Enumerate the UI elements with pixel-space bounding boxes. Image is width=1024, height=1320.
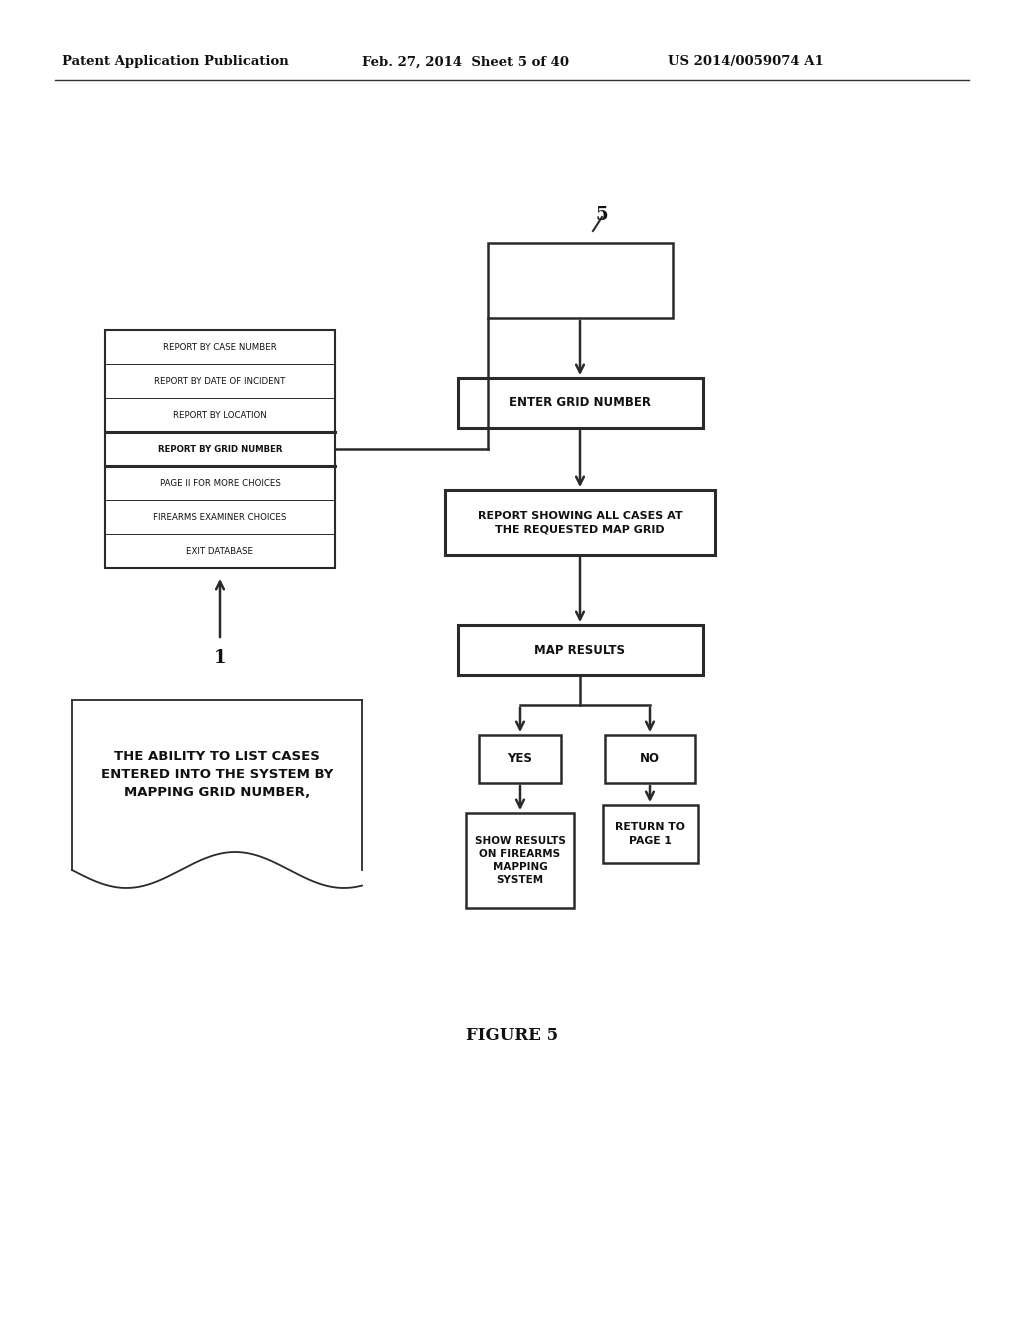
Text: REPORT BY GRID NUMBER: REPORT BY GRID NUMBER: [158, 445, 283, 454]
Bar: [466, 813, 574, 908]
Text: YES: YES: [508, 752, 532, 766]
Text: REPORT SHOWING ALL CASES AT
THE REQUESTED MAP GRID: REPORT SHOWING ALL CASES AT THE REQUESTE…: [477, 511, 682, 535]
Text: US 2014/0059074 A1: US 2014/0059074 A1: [668, 55, 823, 69]
Bar: [458, 624, 702, 675]
Bar: [602, 805, 697, 863]
Text: NO: NO: [640, 752, 660, 766]
Text: 1: 1: [214, 649, 226, 667]
Text: FIGURE 5: FIGURE 5: [466, 1027, 558, 1044]
Bar: [605, 735, 695, 783]
Text: EXIT DATABASE: EXIT DATABASE: [186, 546, 254, 556]
Text: RETURN TO
PAGE 1: RETURN TO PAGE 1: [615, 822, 685, 846]
Bar: [445, 490, 715, 554]
Text: REPORT BY LOCATION: REPORT BY LOCATION: [173, 411, 267, 420]
Text: 5: 5: [596, 206, 608, 224]
Text: THE ABILITY TO LIST CASES
ENTERED INTO THE SYSTEM BY
MAPPING GRID NUMBER,: THE ABILITY TO LIST CASES ENTERED INTO T…: [100, 751, 333, 800]
Text: PAGE II FOR MORE CHOICES: PAGE II FOR MORE CHOICES: [160, 479, 281, 487]
Text: Feb. 27, 2014  Sheet 5 of 40: Feb. 27, 2014 Sheet 5 of 40: [362, 55, 569, 69]
Bar: [479, 735, 561, 783]
Text: MAP RESULTS: MAP RESULTS: [535, 644, 626, 656]
Text: ENTER GRID NUMBER: ENTER GRID NUMBER: [509, 396, 651, 409]
Bar: [487, 243, 673, 318]
Text: FIREARMS EXAMINER CHOICES: FIREARMS EXAMINER CHOICES: [154, 512, 287, 521]
Text: REPORT BY CASE NUMBER: REPORT BY CASE NUMBER: [163, 342, 276, 351]
Bar: [458, 378, 702, 428]
Text: REPORT BY DATE OF INCIDENT: REPORT BY DATE OF INCIDENT: [155, 376, 286, 385]
Text: SHOW RESULTS
ON FIREARMS
MAPPING
SYSTEM: SHOW RESULTS ON FIREARMS MAPPING SYSTEM: [474, 836, 565, 886]
Text: Patent Application Publication: Patent Application Publication: [62, 55, 289, 69]
Bar: [105, 330, 335, 568]
